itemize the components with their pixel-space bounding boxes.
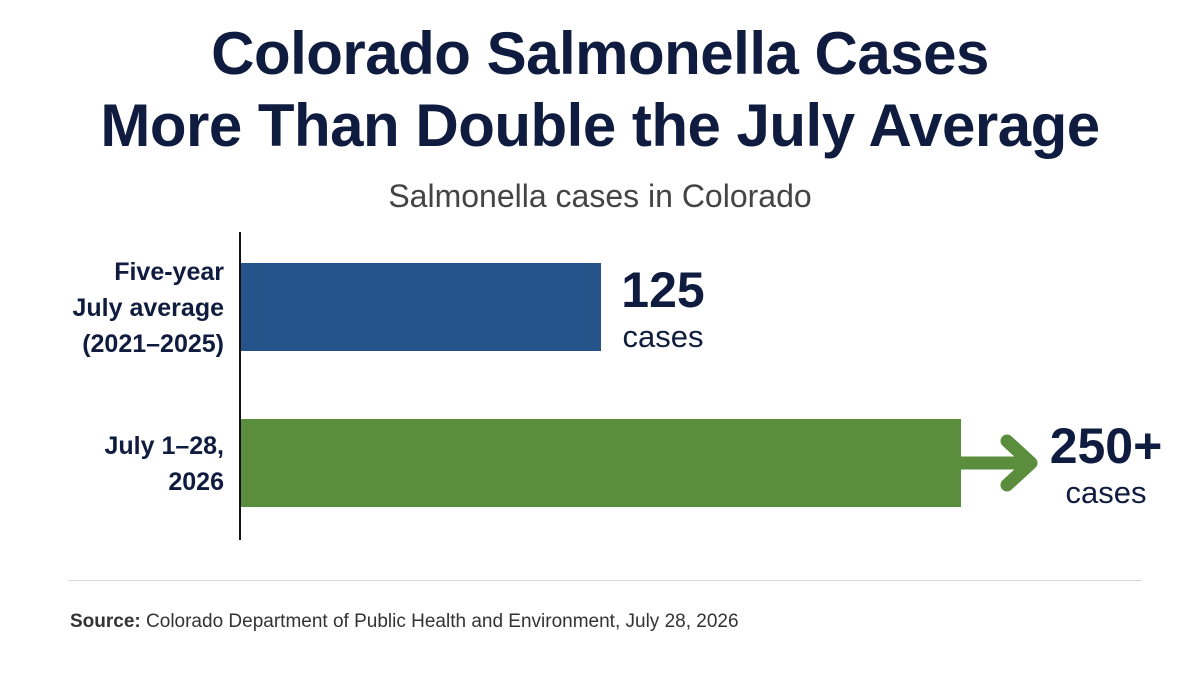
unit-label-2: cases <box>1066 475 1147 510</box>
footer-divider <box>68 580 1142 581</box>
value-label-2: 250+ <box>1050 418 1163 474</box>
bar-1 <box>241 263 601 351</box>
chart-subtitle: Salmonella cases in Colorado <box>388 178 812 214</box>
source-note: Source: Colorado Department of Public He… <box>70 611 739 633</box>
source-label: Source: <box>70 611 141 632</box>
bar-2 <box>241 419 961 507</box>
chart-title: Colorado Salmonella Cases More Than Doub… <box>0 18 1200 162</box>
chart-title-line-2: More Than Double the July Average <box>100 92 1100 159</box>
unit-label-1: cases <box>623 319 704 354</box>
category-label-1: Five-year July average (2021–2025) <box>73 258 225 358</box>
chart-title-line-1: Colorado Salmonella Cases <box>211 20 989 87</box>
arrow-head <box>1000 434 1038 492</box>
source-text: Colorado Department of Public Health and… <box>146 611 739 632</box>
value-label-1: 125 <box>621 262 704 318</box>
category-label-2: July 1–28, 2026 <box>104 432 224 496</box>
